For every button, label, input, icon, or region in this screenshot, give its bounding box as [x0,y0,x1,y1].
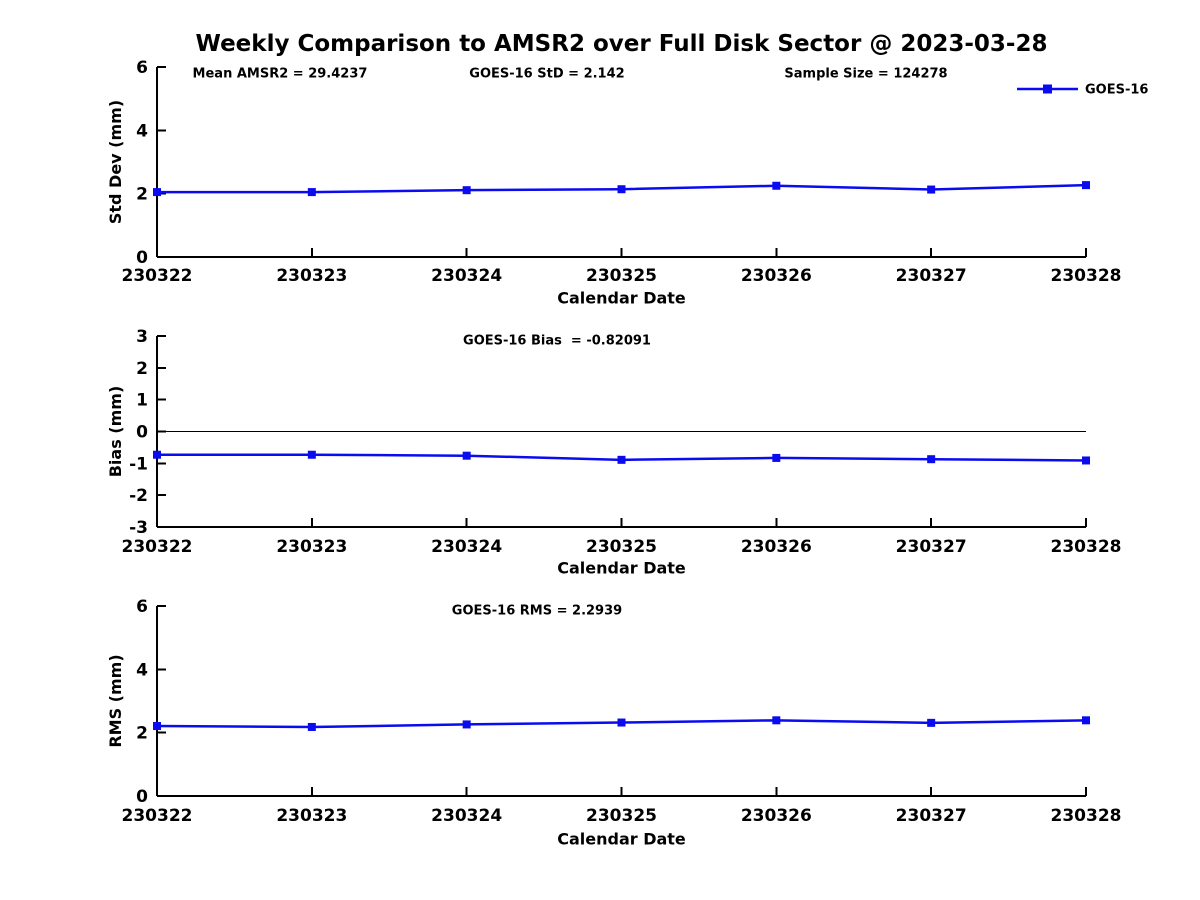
data-point-marker [1082,181,1090,190]
y-axis-title: Std Dev (mm) [106,100,125,224]
x-tick-label: 230323 [276,806,347,826]
y-tick-label: 6 [136,58,148,78]
y-tick-label: 1 [136,391,148,411]
legend-marker-icon [1043,84,1052,94]
y-tick-label: 0 [136,422,148,442]
annotation: GOES-16 Bias = -0.82091 [463,334,651,349]
x-axis-title: Calendar Date [557,289,686,308]
data-point-marker [462,720,471,729]
data-point-marker [1082,456,1090,465]
x-tick-label: 230322 [122,537,193,557]
y-tick-label: 2 [136,359,148,379]
data-point-marker [772,181,781,190]
x-tick-label: 230328 [1051,266,1122,286]
data-point-marker [462,451,471,460]
x-tick-label: 230327 [896,806,967,826]
data-point-marker [307,722,316,731]
data-point-marker [617,455,626,464]
annotation: Sample Size = 124278 [784,67,947,82]
y-tick-label: 2 [136,724,148,744]
y-tick-label: 0 [136,787,148,807]
subplot-rms: GOES-16 RMS = 2.2939 0 2 4 6 230322 230323 2303… [106,597,1121,849]
data-point-marker [153,722,161,731]
data-point-marker [153,188,161,197]
x-tick-label: 230328 [1051,537,1122,557]
y-tick-label: -3 [129,518,148,538]
x-tick-label: 230323 [276,266,347,286]
x-tick-label: 230322 [122,806,193,826]
x-tick-label: 230328 [1051,806,1122,826]
x-tick-label: 230325 [586,266,657,286]
data-point-marker [927,718,936,727]
subplot-std-dev: Mean AMSR2 = 29.4237 GOES-16 StD = 2.142 S… [106,58,1121,308]
x-tick-label: 230326 [741,537,812,557]
y-tick-label: 6 [136,597,148,617]
x-tick-label: 230325 [586,537,657,557]
chart-title: Weekly Comparison to AMSR2 over Full Dis… [195,31,1048,57]
x-tick-label: 230326 [741,806,812,826]
y-tick-label: 2 [136,185,148,205]
data-point-marker [153,450,161,459]
data-point-marker [617,185,626,194]
legend: GOES-16 [1017,83,1148,98]
data-point-marker [1082,716,1090,725]
data-point-marker [772,453,781,462]
y-axis-title: Bias (mm) [106,386,125,478]
y-axis-title: RMS (mm) [106,654,125,747]
legend-label: GOES-16 [1085,83,1148,98]
x-tick-label: 230327 [896,266,967,286]
data-point-marker [772,716,781,725]
annotation: Mean AMSR2 = 29.4237 [193,67,368,82]
y-tick-label: 0 [136,248,148,268]
x-tick-label: 230326 [741,266,812,286]
y-tick-label: 4 [136,121,148,141]
x-tick-label: 230325 [586,806,657,826]
data-point-marker [307,188,316,197]
annotation: GOES-16 RMS = 2.2939 [452,604,622,619]
x-tick-label: 230324 [431,266,502,286]
data-point-marker [307,450,316,459]
x-tick-label: 230324 [431,537,502,557]
x-tick-label: 230324 [431,806,502,826]
x-axis-title: Calendar Date [557,830,686,849]
x-tick-label: 230327 [896,537,967,557]
y-tick-label: -2 [129,486,148,506]
x-axis-title: Calendar Date [557,559,686,578]
annotation: GOES-16 StD = 2.142 [469,67,624,82]
data-point-marker [927,185,936,194]
subplot-bias: GOES-16 Bias = -0.82091 -3 -2 -1 0 1 2 3 230322 2… [106,327,1121,578]
x-tick-label: 230323 [276,537,347,557]
data-point-marker [927,455,936,464]
y-tick-label: 3 [136,327,148,347]
x-tick-label: 230322 [122,266,193,286]
y-tick-label: -1 [129,454,148,474]
y-tick-label: 4 [136,660,148,680]
data-point-marker [462,186,471,195]
data-point-marker [617,718,626,727]
